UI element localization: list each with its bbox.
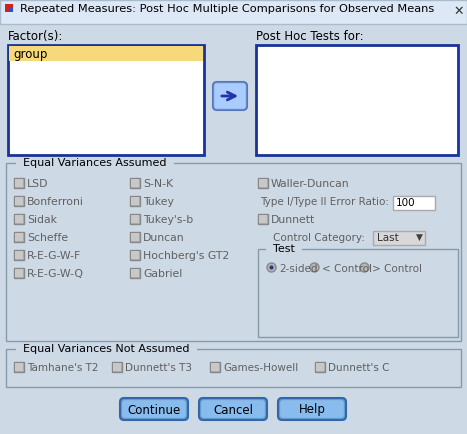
Text: Continue: Continue	[127, 404, 181, 417]
Text: ✕: ✕	[453, 5, 464, 18]
Text: Games-Howell: Games-Howell	[223, 363, 298, 373]
Bar	[14, 250, 24, 260]
Bar	[130, 196, 140, 206]
Text: Bonferroni: Bonferroni	[27, 197, 84, 207]
Text: ▼: ▼	[416, 233, 423, 242]
Bar	[5, 8, 9, 12]
Text: Type I/Type II Error Ratio:: Type I/Type II Error Ratio:	[260, 197, 389, 207]
Bar	[258, 214, 268, 224]
Bar	[130, 232, 140, 242]
Text: Control Category:: Control Category:	[273, 233, 365, 243]
Text: LSD: LSD	[27, 179, 49, 189]
Text: Tukey: Tukey	[143, 197, 174, 207]
Bar	[373, 231, 425, 245]
Circle shape	[360, 263, 369, 272]
Circle shape	[269, 265, 274, 270]
Bar	[256, 45, 458, 155]
Text: Equal Variances Not Assumed: Equal Variances Not Assumed	[16, 344, 197, 354]
Text: 2-sided: 2-sided	[279, 264, 318, 274]
Text: Factor(s):: Factor(s):	[8, 30, 64, 43]
Text: R-E-G-W-F: R-E-G-W-F	[27, 251, 81, 261]
Text: Repeated Measures: Post Hoc Multiple Comparisons for Observed Means: Repeated Measures: Post Hoc Multiple Com…	[20, 4, 434, 14]
Bar	[14, 214, 24, 224]
Text: 100: 100	[396, 198, 416, 208]
Bar	[15, 215, 23, 223]
Text: Tukey's-b: Tukey's-b	[143, 215, 193, 225]
Bar	[5, 4, 13, 8]
FancyBboxPatch shape	[120, 398, 188, 420]
Text: Post Hoc Tests for:: Post Hoc Tests for:	[256, 30, 364, 43]
Bar	[14, 268, 24, 278]
Circle shape	[269, 265, 274, 270]
Text: R-E-G-W-Q: R-E-G-W-Q	[27, 269, 84, 279]
Text: S-N-K: S-N-K	[143, 179, 173, 189]
Bar	[131, 215, 139, 223]
FancyBboxPatch shape	[122, 400, 186, 418]
Bar	[8, 45, 204, 155]
Text: < Control: < Control	[322, 264, 372, 274]
Text: Hochberg's GT2: Hochberg's GT2	[143, 251, 229, 261]
Bar	[113, 363, 121, 371]
Bar	[15, 179, 23, 187]
Bar	[258, 178, 268, 188]
Text: Duncan: Duncan	[143, 233, 184, 243]
FancyBboxPatch shape	[213, 82, 247, 110]
Bar	[315, 362, 325, 372]
Bar	[131, 269, 139, 277]
Bar	[15, 269, 23, 277]
Bar	[210, 362, 220, 372]
Bar	[9, 8, 13, 12]
Bar	[316, 363, 324, 371]
Bar	[258, 249, 458, 337]
Text: Dunnett's C: Dunnett's C	[328, 363, 389, 373]
Text: > Control: > Control	[372, 264, 422, 274]
Text: Last: Last	[377, 233, 399, 243]
Bar	[131, 251, 139, 259]
Circle shape	[267, 263, 276, 272]
Bar	[259, 179, 267, 187]
Circle shape	[310, 263, 319, 272]
Bar	[131, 233, 139, 241]
Bar	[131, 179, 139, 187]
Bar	[112, 362, 122, 372]
FancyBboxPatch shape	[278, 398, 346, 420]
Bar	[130, 214, 140, 224]
Text: Dunnett: Dunnett	[271, 215, 315, 225]
Bar	[15, 197, 23, 205]
Text: Equal Variances Assumed: Equal Variances Assumed	[16, 158, 174, 168]
Bar	[131, 197, 139, 205]
Text: Test: Test	[266, 244, 302, 254]
Text: Gabriel: Gabriel	[143, 269, 182, 279]
Bar	[211, 363, 219, 371]
Bar	[14, 362, 24, 372]
Bar	[14, 232, 24, 242]
Bar	[393, 196, 435, 210]
Bar	[130, 250, 140, 260]
Text: Waller-Duncan: Waller-Duncan	[271, 179, 350, 189]
Text: Scheffe: Scheffe	[27, 233, 68, 243]
Text: group: group	[13, 48, 47, 61]
Text: Dunnett's T3: Dunnett's T3	[125, 363, 192, 373]
Bar	[0, 0, 467, 24]
FancyBboxPatch shape	[199, 398, 267, 420]
Bar	[9, 46, 203, 61]
Bar	[15, 363, 23, 371]
Bar	[130, 178, 140, 188]
Bar	[259, 215, 267, 223]
Bar	[14, 196, 24, 206]
Bar	[130, 268, 140, 278]
Text: Help: Help	[298, 404, 325, 417]
Bar	[15, 233, 23, 241]
Bar	[15, 251, 23, 259]
FancyBboxPatch shape	[214, 83, 246, 109]
Text: Tamhane's T2: Tamhane's T2	[27, 363, 99, 373]
Bar	[6, 163, 461, 341]
FancyBboxPatch shape	[201, 400, 265, 418]
Bar	[6, 349, 461, 387]
Bar	[14, 178, 24, 188]
Text: Cancel: Cancel	[213, 404, 253, 417]
FancyBboxPatch shape	[280, 400, 344, 418]
Text: Sidak: Sidak	[27, 215, 57, 225]
